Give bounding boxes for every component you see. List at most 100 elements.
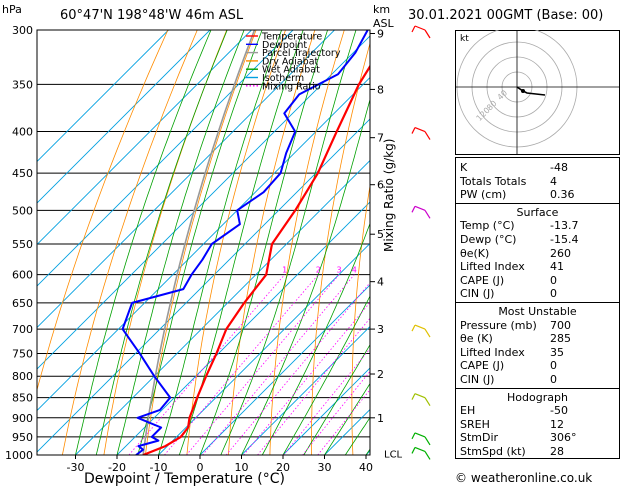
- wind-barb: [424, 451, 431, 460]
- index-row: CIN (J) 0: [460, 373, 615, 386]
- wind-barb: [414, 446, 426, 453]
- index-row: CAPE (J) 0: [460, 359, 615, 372]
- footer-credit: © weatheronline.co.uk: [455, 471, 593, 485]
- isotherm: [199, 284, 370, 455]
- temperature-line: [142, 64, 370, 455]
- skewt-chart: 12346810152025 3003504004505005506006507…: [5, 24, 456, 474]
- mixing-ratio-line: [243, 301, 370, 455]
- dry-adiabat: [391, 30, 433, 455]
- plot-frame: [36, 29, 371, 456]
- wind-barb: [414, 324, 426, 330]
- isotherm: [116, 201, 370, 455]
- index-key: Lifted Index: [460, 260, 525, 274]
- pressure-tick: 900: [12, 412, 33, 425]
- wet-adiabat: [178, 30, 304, 455]
- mixing-ratio-line: [257, 317, 370, 455]
- wind-barb: [411, 447, 416, 454]
- index-row: Temp (°C) -13.7: [460, 219, 615, 232]
- wind-barb: [411, 206, 416, 213]
- index-value: 0: [550, 287, 557, 301]
- index-value: 0: [550, 359, 557, 373]
- wind-barb: [424, 328, 431, 338]
- dry-adiabat: [311, 41, 370, 455]
- legend-label: Wet Adiabat: [262, 65, 320, 76]
- x-tick-label: -10: [150, 461, 168, 474]
- dry-adiabat: [145, 30, 257, 455]
- wind-barb: [424, 397, 431, 406]
- index-row: θe(K) 260: [460, 247, 615, 260]
- wet-adiabat: [282, 295, 370, 455]
- index-value: 35: [550, 345, 564, 359]
- pressure-tick: 750: [12, 347, 33, 360]
- pressure-tick: 450: [12, 167, 33, 180]
- index-value: 260: [550, 246, 571, 260]
- index-row: SREH 12: [460, 418, 615, 431]
- wet-adiabat: [116, 30, 245, 455]
- index-key: θe(K): [460, 246, 490, 260]
- index-value: 0.36: [550, 188, 575, 202]
- wind-barb: [414, 393, 426, 399]
- index-row: StmDir 306°: [460, 431, 615, 444]
- legend-label: Isotherm: [262, 73, 304, 84]
- index-row: CIN (J) 0: [460, 287, 615, 300]
- index-value: -48: [550, 161, 568, 174]
- isotherm: [282, 367, 370, 455]
- index-row: Lifted Index 35: [460, 346, 615, 359]
- mixing-ratio-line: [186, 274, 340, 455]
- dry-adiabat: [351, 183, 370, 455]
- index-key: CIN (J): [460, 287, 495, 301]
- x-tick-label: 10: [235, 461, 249, 474]
- table-divider: [456, 387, 619, 389]
- section-title: Hodograph: [507, 390, 568, 404]
- pressure-tick: 1000: [5, 449, 33, 462]
- pressure-tick: 550: [12, 238, 33, 251]
- isotherm: [158, 242, 370, 455]
- index-value: 306°: [550, 431, 577, 445]
- index-key: SREH: [460, 417, 490, 431]
- pressure-tick: 300: [12, 24, 33, 37]
- wet-adiabat: [261, 222, 370, 455]
- mixing-ratio-label: 2: [316, 266, 321, 275]
- index-value: 28: [550, 445, 564, 458]
- mixing-ratio-label: 15: [426, 266, 436, 275]
- index-key: CIN (J): [460, 373, 495, 386]
- km-tick-label: 1: [377, 412, 384, 425]
- index-key: CAPE (J): [460, 273, 505, 287]
- index-row: EH -50: [460, 404, 615, 417]
- isotherm: [37, 76, 370, 412]
- mixing-ratio-axis-label: Mixing Ratio (g/kg): [382, 138, 396, 252]
- pressure-tick: 700: [12, 323, 33, 336]
- pressure-tick: 400: [12, 126, 33, 139]
- index-value: 700: [550, 318, 571, 332]
- isotherm: [37, 30, 252, 246]
- index-key: Totals Totals: [460, 174, 527, 188]
- x-tick-label: -20: [108, 461, 126, 474]
- index-row: Dewp (°C) -15.4: [460, 233, 615, 246]
- km-tick-label: 2: [377, 368, 384, 381]
- table-divider: [456, 302, 619, 303]
- isotherm: [37, 118, 370, 453]
- mixing-ratio-label: 6: [374, 266, 379, 275]
- isotherm: [241, 325, 370, 455]
- legend-label: Dewpoint: [262, 40, 307, 51]
- km-tick-label: 4: [377, 276, 384, 289]
- asl-unit: ASL: [373, 17, 394, 30]
- index-row: K -48: [460, 161, 615, 174]
- wind-barb: [411, 393, 416, 400]
- section-title: Surface: [516, 205, 559, 219]
- isotherm: [408, 30, 456, 455]
- wind-barb: [424, 131, 431, 140]
- pressure-tick: 650: [12, 297, 33, 310]
- mixing-ratio-label: 4: [352, 266, 357, 275]
- km-tick-label: 7: [377, 132, 384, 145]
- km-unit: km: [373, 3, 391, 16]
- index-row: Totals Totals 4: [460, 175, 615, 188]
- mixing-ratio-label: 10: [401, 266, 411, 275]
- storm-motion-marker: [521, 89, 525, 93]
- pressure-unit: hPa: [2, 3, 22, 16]
- wind-barb: [411, 324, 416, 332]
- dry-adiabat: [37, 30, 169, 392]
- legend-label: Mixing Ratio: [262, 81, 321, 92]
- index-key: Pressure (mb): [460, 318, 537, 332]
